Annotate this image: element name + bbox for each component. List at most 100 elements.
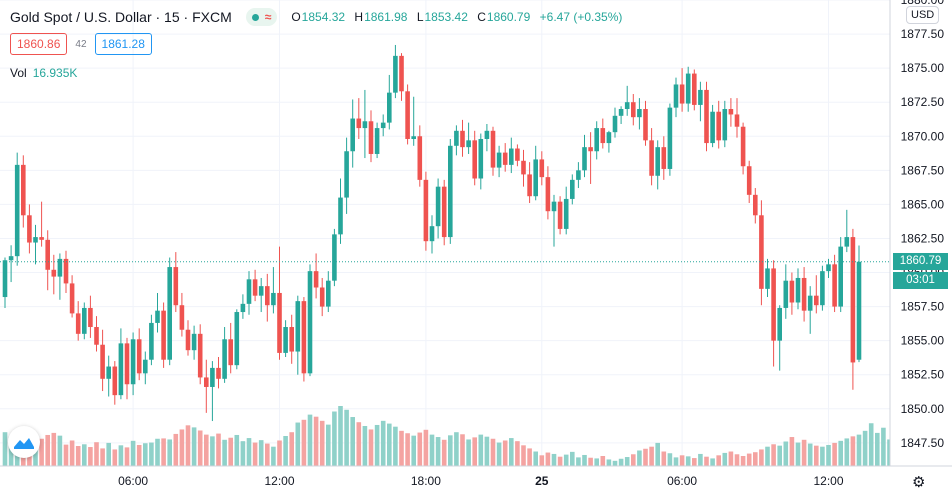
volume-bar [362,426,368,466]
candle-body [722,109,728,141]
volume-bar [466,439,471,466]
volume-bar [661,451,667,466]
candle-body [783,280,789,308]
low-key: L [416,10,424,24]
candle-body [460,130,465,148]
candle-body [618,109,624,116]
volume-bar [472,437,477,466]
buy-price-button[interactable]: 1861.28 [94,33,152,55]
volume-bar [429,434,435,466]
candle-body [155,310,160,323]
candle-body [283,327,288,353]
volume-bar [368,429,374,466]
candle-body [338,197,343,235]
volume-bar [801,439,807,466]
volume-value: 16.935K [32,66,78,80]
symbol-title[interactable]: Gold Spot / U.S. Dollar · 15 · FXCM [10,9,232,25]
candle-body [521,160,526,175]
candle-body [100,344,105,379]
candle-body [716,111,721,141]
candle-body [423,179,429,242]
candle-body [539,159,545,178]
candle-body [173,267,179,306]
time-tick-label: 06:00 [118,474,148,488]
volume-bar [600,456,606,466]
volume-bar [582,454,587,466]
chart-legend: Gold Spot / U.S. Dollar · 15 · FXCM ≈ O1… [10,8,628,26]
candle-body [75,313,81,334]
volume-bar [618,458,624,466]
candle-body [82,307,87,334]
currency-button[interactable]: USD [906,6,940,24]
volume-bar [588,457,593,466]
price-tick-label: 1870.00 [901,129,945,143]
volume-bar [313,416,319,466]
candle-body [197,333,203,378]
volume-bar [124,447,130,466]
candle-body [679,84,685,104]
volume-bar [319,420,325,466]
candle-body [789,280,795,303]
chart-settings-gear-icon[interactable]: ⚙ [912,474,926,491]
candle-body [277,292,282,353]
candle-body [356,118,362,129]
volume-label[interactable]: Vol [10,66,27,80]
high-value: 1861.98 [364,10,408,24]
volume-bar [606,459,612,466]
volume-bar [94,442,99,466]
volume-bar [539,455,545,466]
candle-body [777,307,782,341]
volume-bar [820,446,825,466]
volume-bar [374,424,380,466]
volume-bar [454,432,459,466]
volume-bar [417,432,423,466]
candle-body [252,279,258,296]
volume-bar [441,439,447,466]
candle-body [307,271,313,374]
volume-bar [765,446,770,466]
market-status-pill[interactable]: ≈ [245,8,278,26]
volume-bar [252,442,258,466]
volume-bar [460,434,465,466]
volume-bar [637,450,642,466]
candle-body [502,152,508,165]
price-tick-label: 1855.00 [901,334,945,348]
spread-value: 42 [75,38,87,50]
candle-body [332,234,337,281]
candle-body [234,312,240,366]
candle-body [319,287,325,307]
price-tick-label: 1850.00 [901,402,945,416]
volume-bar [673,457,679,466]
candle-body [631,102,636,118]
candle-body [210,367,215,387]
volume-bar [856,434,862,466]
volume-bar [295,422,301,466]
volume-bar [850,436,856,466]
price-tick-label: 1867.50 [901,163,945,177]
candle-body [344,151,349,198]
volume-bar [57,435,63,466]
candle-body [765,268,770,289]
tradingview-logo-icon[interactable] [8,426,40,458]
volume-bar [240,441,246,466]
volume-bar [204,434,209,466]
volume-bar [716,455,721,466]
time-axis-background[interactable] [0,466,952,496]
sell-price-button[interactable]: 1860.86 [10,33,68,55]
low-value: 1853.42 [424,10,468,24]
volume-bar [771,444,776,466]
volume-bar [795,442,801,466]
volume-bar [155,438,160,466]
volume-bar [881,427,886,466]
volume-bar [746,453,752,466]
volume-bar [734,454,740,466]
candle-body [191,333,197,351]
market-open-dot-icon [251,13,259,21]
candle-body [612,115,618,133]
price-axis-background[interactable] [890,0,952,466]
candle-body [490,130,496,168]
volume-bar [685,456,691,466]
candle-body [240,303,246,313]
volume-bar [75,446,81,466]
